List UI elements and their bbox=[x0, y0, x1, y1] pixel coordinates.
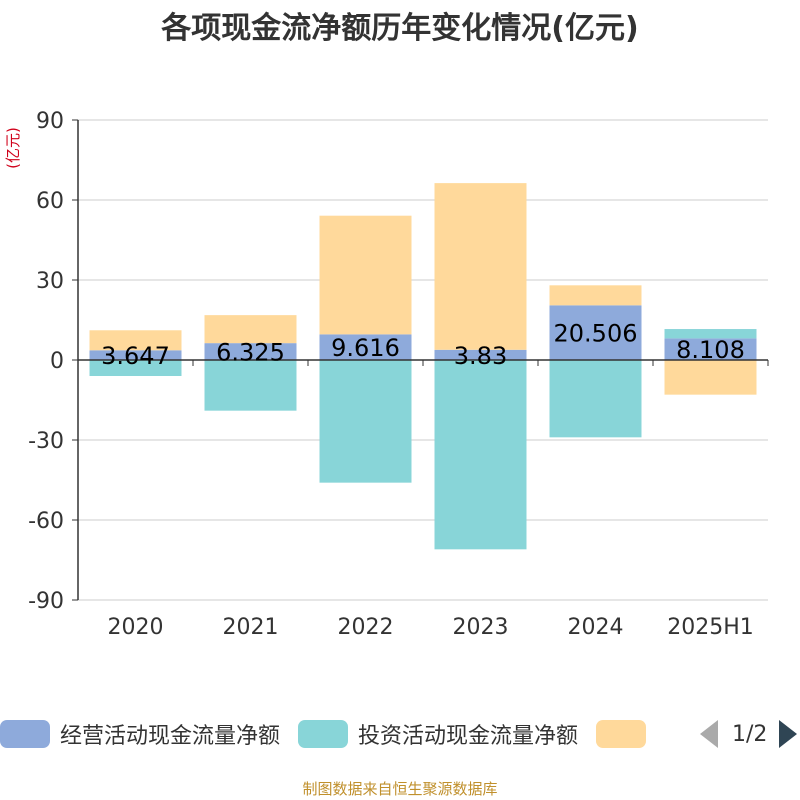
chart-canvas: 各项现金流净额历年变化情况(亿元) (亿元) 90 60 30 0 -30 -60 -90 2… bbox=[4, 11, 769, 640]
bar-series-2-2025H1[interactable] bbox=[664, 329, 757, 339]
legend-item-financing[interactable] bbox=[596, 720, 656, 748]
bar-series-3-2022[interactable] bbox=[319, 215, 412, 335]
axes: 90 60 30 0 -30 -60 -90 2020 2021 2022 2023 2024 2025… bbox=[28, 109, 769, 640]
bar-series-1-2022[interactable] bbox=[319, 334, 412, 360]
legend: 经营活动现金流量净额 投资活动现金流量净额 bbox=[0, 716, 674, 752]
bar-series-3-2023[interactable] bbox=[434, 183, 527, 350]
y-axis-unit-label: (亿元) bbox=[4, 127, 22, 169]
bar-series-3-2024[interactable] bbox=[549, 285, 642, 306]
legend-next-page-icon[interactable] bbox=[779, 720, 798, 748]
y-tick-label: -90 bbox=[28, 589, 64, 614]
bar-series-1-2023[interactable] bbox=[434, 349, 527, 360]
data-label: 3.647 bbox=[101, 342, 170, 370]
data-label: 9.616 bbox=[331, 334, 400, 362]
bar-series-3-2021[interactable] bbox=[204, 315, 297, 344]
x-tick-label: 2024 bbox=[568, 615, 624, 640]
data-label: 8.108 bbox=[676, 336, 745, 364]
x-tick-label: 2023 bbox=[453, 615, 509, 640]
data-labels: 3.647 6.325 9.616 3.83 20.506 8.108 bbox=[101, 320, 745, 370]
legend-swatch-financing bbox=[596, 720, 647, 748]
legend-item-investing[interactable]: 投资活动现金流量净额 bbox=[298, 718, 578, 750]
legend-item-operating[interactable]: 经营活动现金流量净额 bbox=[0, 718, 280, 750]
bar-series-2-2022[interactable] bbox=[319, 360, 412, 483]
y-tick-label: -60 bbox=[28, 509, 64, 534]
legend-label-investing: 投资活动现金流量净额 bbox=[358, 724, 579, 749]
bar-series-1-2024[interactable] bbox=[549, 305, 642, 360]
bar-series-1-2020[interactable] bbox=[89, 350, 182, 360]
data-source-note: 制图数据来自恒生聚源数据库 bbox=[302, 780, 498, 798]
x-tick-label: 2021 bbox=[223, 615, 279, 640]
y-tick-label: 0 bbox=[50, 349, 64, 374]
bar-series-2-2021[interactable] bbox=[204, 360, 297, 411]
bar-series-3-2020[interactable] bbox=[89, 330, 182, 351]
data-label: 3.83 bbox=[454, 342, 507, 370]
legend-label-operating: 经营活动现金流量净额 bbox=[60, 724, 281, 749]
y-tick-label: 60 bbox=[36, 189, 64, 214]
legend-swatch-investing bbox=[298, 720, 349, 748]
chart-title: 各项现金流净额历年变化情况(亿元) bbox=[160, 11, 638, 46]
bar-series-1-2025H1[interactable] bbox=[664, 338, 757, 360]
x-tick-label: 2020 bbox=[108, 615, 164, 640]
x-tick-label: 2025H1 bbox=[667, 615, 754, 640]
y-tick-label: -30 bbox=[28, 429, 64, 454]
y-tick-label: 30 bbox=[36, 269, 64, 294]
data-label: 20.506 bbox=[554, 320, 638, 348]
bar-series-2-2023[interactable] bbox=[434, 360, 527, 550]
bar-series-2-2024[interactable] bbox=[549, 360, 642, 438]
bar-series-3-2025H1[interactable] bbox=[664, 360, 757, 395]
legend-prev-page-icon[interactable] bbox=[700, 720, 718, 748]
legend-swatch-operating bbox=[0, 720, 50, 748]
y-tick-label: 90 bbox=[36, 109, 64, 134]
x-tick-label: 2022 bbox=[338, 615, 394, 640]
bar-series-1-2021[interactable] bbox=[204, 343, 297, 360]
legend-page-indicator: 1/2 bbox=[732, 721, 768, 747]
bar-series-2-2020[interactable] bbox=[89, 360, 182, 376]
data-label: 6.325 bbox=[216, 339, 285, 367]
bars bbox=[89, 183, 757, 550]
legend-pager: 1/2 bbox=[700, 716, 798, 752]
